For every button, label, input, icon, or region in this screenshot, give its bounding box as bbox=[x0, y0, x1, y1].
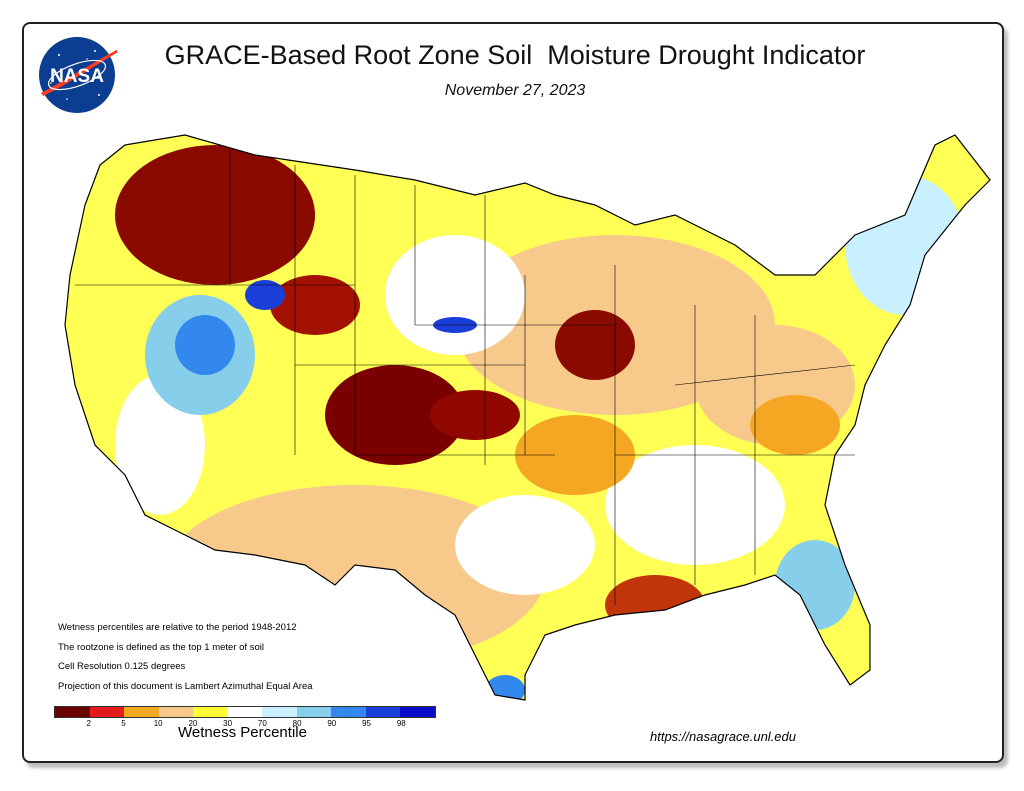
legend-tick-label: 90 bbox=[327, 719, 337, 728]
note-cell-resolution: Cell Resolution 0.125 degrees bbox=[58, 661, 186, 672]
chart-title: GRACE-Based Root Zone Soil Moisture Drou… bbox=[164, 40, 866, 70]
legend-swatch bbox=[193, 707, 228, 717]
legend-ticks: 2 5 10 20 30 70 80 90 95 98 bbox=[54, 718, 436, 730]
legend-tick-label: 5 bbox=[121, 719, 126, 728]
chart-date: November 27, 2023 bbox=[444, 82, 586, 99]
zone-south-texas-wet bbox=[485, 675, 525, 700]
notes-block: Wetness percentiles are relative to the … bbox=[58, 618, 313, 696]
legend: 2 5 10 20 30 70 80 90 95 98 bbox=[54, 706, 436, 730]
legend-tick-label: 95 bbox=[362, 719, 371, 728]
drought-map bbox=[64, 134, 991, 701]
note-rootzone-definition: The rootzone is defined as the top 1 met… bbox=[58, 641, 264, 653]
nasa-logo: NASA bbox=[39, 37, 117, 113]
legend-tick-label: 70 bbox=[257, 719, 267, 728]
zone-dakotas-white bbox=[385, 235, 525, 355]
legend-swatch bbox=[124, 707, 159, 717]
legend-swatch bbox=[331, 707, 366, 717]
zone-kansas-dry bbox=[430, 390, 520, 440]
legend-swatch bbox=[365, 707, 401, 717]
legend-swatch bbox=[296, 707, 332, 717]
zone-louisiana-dry bbox=[605, 575, 705, 635]
zone-oklahoma-white bbox=[455, 495, 595, 595]
legend-swatch bbox=[227, 707, 263, 717]
legend-tick-label: 30 bbox=[223, 719, 233, 728]
note-projection: Projection of this document is Lambert A… bbox=[58, 680, 313, 692]
legend-tick-label: 10 bbox=[153, 719, 163, 728]
legend-swatch bbox=[400, 707, 436, 717]
legend-tick-label: 20 bbox=[188, 719, 198, 728]
source-url[interactable]: https://nasagrace.unl.edu bbox=[650, 729, 796, 744]
zone-montana-dry bbox=[270, 275, 360, 335]
legend-swatch bbox=[158, 707, 194, 717]
legend-tick-label: 98 bbox=[396, 719, 406, 728]
us-outline bbox=[64, 134, 991, 701]
legend-title: Wetness Percentile bbox=[178, 724, 307, 741]
legend-swatch bbox=[262, 707, 297, 717]
nasa-logo-text: NASA bbox=[50, 66, 104, 87]
legend-tick-label: 2 bbox=[86, 719, 91, 728]
legend-swatch bbox=[89, 707, 125, 717]
zone-missouri-orange bbox=[515, 415, 635, 495]
legend-tick-label: 80 bbox=[292, 719, 302, 728]
zone-iowa-dry bbox=[555, 310, 635, 380]
zone-idaho-verywet bbox=[245, 280, 285, 310]
legend-color-bar bbox=[54, 706, 436, 718]
note-percentile-period: Wetness percentiles are relative to the … bbox=[58, 622, 297, 633]
state-boundaries bbox=[75, 150, 856, 605]
zone-colorado-dry bbox=[325, 365, 465, 465]
zone-appalachia-orange bbox=[750, 395, 840, 455]
zone-pacific-northwest-dry bbox=[115, 145, 315, 285]
zone-northeast-lightblue bbox=[845, 175, 965, 315]
legend-swatch bbox=[55, 707, 90, 717]
zone-nevada-verywet bbox=[175, 315, 235, 375]
